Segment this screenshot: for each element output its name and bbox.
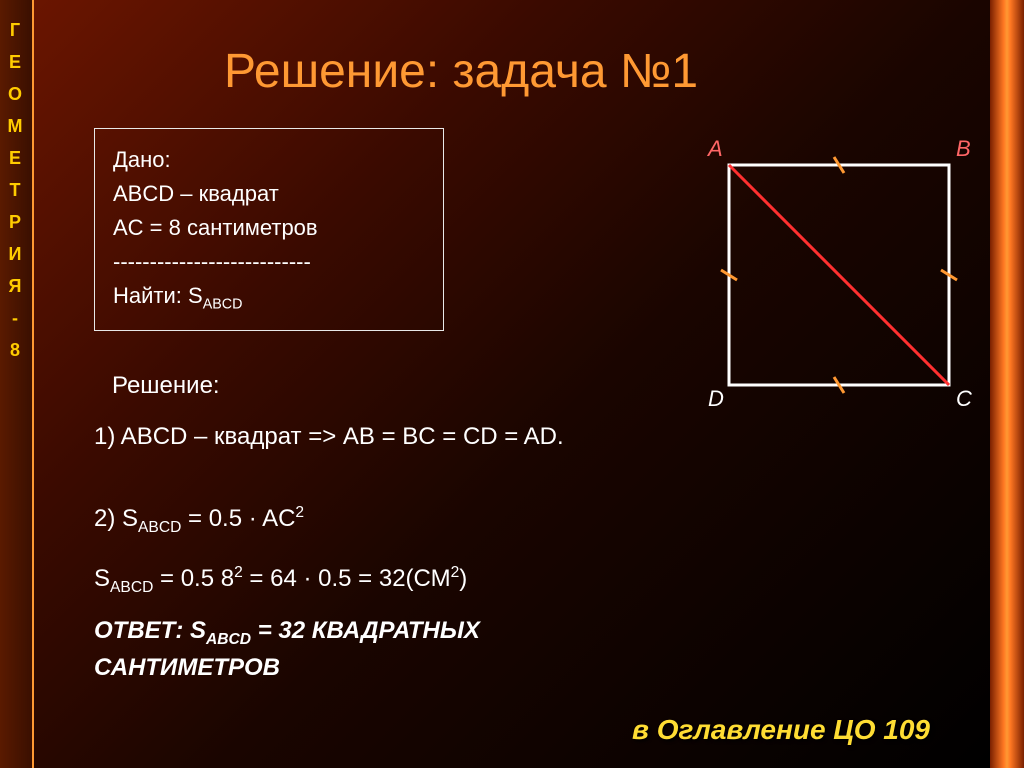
s3d: ) <box>459 565 467 592</box>
solution-label: Решение: <box>112 372 220 400</box>
given-find: Найти: SABCD <box>113 279 425 316</box>
s3c: = 64 · 0.5 = 32(СМ <box>243 565 451 592</box>
sidebar-vertical-label: ГЕОМЕТРИЯ-8 <box>4 20 28 372</box>
s3sub: ABCD <box>110 579 153 596</box>
toc-link[interactable]: в Оглавление ЦО 109 <box>632 714 930 746</box>
slide-main: Решение: задача №1 Дано: ABCD – квадрат … <box>34 0 990 768</box>
ans-prefix: ОТВЕТ: S <box>94 617 206 644</box>
given-box: Дано: ABCD – квадрат AC = 8 сантиметров … <box>94 128 444 331</box>
s2a: 2) S <box>94 505 138 532</box>
sidebar-left: ГЕОМЕТРИЯ-8 <box>0 0 34 768</box>
step-1: 1) ABCD – квадрат => AB = BC = CD = AD. <box>94 420 634 454</box>
given-line-3: AC = 8 сантиметров <box>113 211 425 245</box>
diagonal-ac <box>729 165 949 385</box>
given-line-1: Дано: <box>113 143 425 177</box>
square-diagram: A B C D <box>704 140 974 410</box>
s2sup: 2 <box>295 504 304 521</box>
s3a: S <box>94 565 110 592</box>
s3b: = 0.5 8 <box>153 565 234 592</box>
step-2: 2) SABCD = 0.5 · AC2 <box>94 502 304 539</box>
diagram-svg <box>704 140 974 410</box>
s3s1: 2 <box>234 564 243 581</box>
given-divider: --------------------------- <box>113 245 425 279</box>
answer: ОТВЕТ: SABCD = 32 КВАДРАТНЫХ САНТИМЕТРОВ <box>94 614 634 684</box>
find-prefix: Найти: S <box>113 283 203 308</box>
s2b: = 0.5 · AC <box>181 505 295 532</box>
step-3: SABCD = 0.5 82 = 64 · 0.5 = 32(СМ2) <box>94 562 467 599</box>
find-sub: ABCD <box>203 297 243 313</box>
given-line-2: ABCD – квадрат <box>113 177 425 211</box>
slide-title: Решение: задача №1 <box>224 44 698 99</box>
vertex-b: B <box>956 136 971 162</box>
vertex-d: D <box>708 386 724 412</box>
vertex-c: C <box>956 386 972 412</box>
vertex-a: A <box>708 136 723 162</box>
sidebar-right <box>990 0 1024 768</box>
ans-sub: ABCD <box>206 631 251 648</box>
s3s2: 2 <box>451 564 460 581</box>
s2sub: ABCD <box>138 519 181 536</box>
